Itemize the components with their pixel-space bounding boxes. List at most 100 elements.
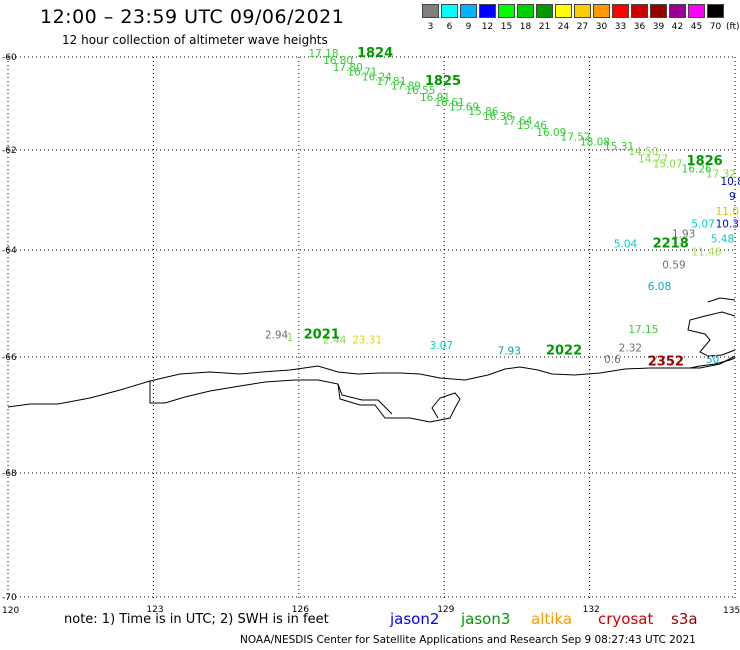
longitude-label: 135 [723,606,740,616]
wave-height-value: 1 [287,332,294,344]
wave-height-value: 17.15 [628,324,658,336]
legend-value: 3 [427,22,434,32]
legend-value: 45 [690,22,703,32]
coastline-inlet [149,379,461,423]
pass-time-label: 1824 [357,46,393,61]
wave-height-value: 15.31 [604,141,634,153]
latitude-label: -60 [2,53,17,63]
credit-line: NOAA/NESDIS Center for Satellite Applica… [240,634,696,646]
legend-swatch [441,4,458,18]
wave-height-value: 16.36 [483,111,513,123]
pass-time-labels: 1824 1825 1826 2218 2021 2022 2352 [304,46,723,370]
coastline-island [687,297,736,357]
wave-height-value: 5.04 [614,239,638,251]
map-subtitle: 12 hour collection of altimeter wave hei… [62,33,328,47]
legend-swatch [422,4,439,18]
longitude-labels: 120 123 126 129 132 135 [2,605,740,616]
wave-height-value: 2.32 [619,343,642,355]
legend-value: 24 [557,22,570,32]
wave-height-value: 5.48 [711,234,734,246]
pass-time-label: 1825 [425,74,461,89]
longitude-label: 132 [583,605,600,615]
legend-swatch [707,4,724,18]
legend-swatch [479,4,496,18]
coastline [7,355,736,408]
legend-swatch [574,4,591,18]
wave-height-value: 14.77 [638,154,668,166]
pass-time-label: 2022 [546,343,582,358]
pass-time-label: 2352 [648,355,684,370]
wave-height-value: 3.07 [430,340,453,352]
legend-swatch [593,4,610,18]
legend-swatch [460,4,477,18]
wave-height-value: 6.08 [648,281,671,293]
wave-height-value: 10.32 [716,219,740,231]
pass-time-label: 2218 [653,237,689,252]
satellite-name: jason3 [461,610,511,628]
legend-value: 9 [465,22,472,32]
wave-height-value: 17.89 [391,81,421,93]
wave-height-value: 9 [729,191,736,203]
wave-height-value: 17.18 [308,48,338,60]
legend-swatch [555,4,572,18]
wave-height-value: 16.71 [347,67,377,79]
longitude-label: 120 [2,606,19,616]
legend-value: 42 [671,22,684,32]
longitude-label: 123 [146,605,163,615]
pass-time-label: 1826 [687,154,723,169]
legend-unit: (ft) [726,22,740,32]
longitude-label: 129 [437,605,454,615]
wave-height-value: 2.44 [323,335,347,347]
wave-height-value: 14.50 [628,146,658,158]
wave-height-value: 16.61 [435,97,465,109]
coastline-headland [337,383,393,415]
legend-swatch [517,4,534,18]
legend-swatch [631,4,648,18]
legend-swatch [650,4,667,18]
pass-time-label: 2021 [304,327,340,342]
latitude-labels: -60 -62 -64 -66 -68 -70 [2,53,17,603]
wave-height-value: 15.86 [468,106,498,118]
wave-height-observations: 17.1816.8017.8016.7116.2417.8117.8916.55… [265,48,740,366]
longitude-label: 126 [292,605,309,615]
wave-height-value: 17.32 [706,169,736,181]
legend-value: 70 [709,22,722,32]
wave-height-value: 17.81 [376,76,406,88]
wave-height-value: 10.8 [720,176,740,188]
wave-height-value: 0.59 [662,260,685,272]
wave-height-value: 16.26 [682,164,712,176]
legend-swatch [669,4,686,18]
wave-height-value: 11.0 [716,206,739,218]
latitude-label: -68 [2,469,17,479]
wave-height-value: 0.6 [604,354,621,366]
wave-height-value: 16.09 [536,127,566,139]
latitude-label: -64 [2,246,17,256]
legend-value: 6 [446,22,453,32]
wave-height-value: 16.80 [323,55,353,67]
latitude-label: -66 [2,353,17,363]
wave-height-value: 11.46 [691,246,721,258]
legend-value: 21 [538,22,551,32]
wave-height-value: 23.31 [352,335,382,347]
satellite-name: s3a [671,610,698,628]
legend-swatch [612,4,629,18]
satellite-name: altika [531,610,573,628]
latitude-label: -70 [2,593,17,603]
wave-height-value: 16.24 [362,71,392,83]
wave-height-value: 50 [706,354,719,366]
wave-height-value: 1.93 [672,229,695,241]
satellite-name: cryosat [598,610,654,628]
wave-height-value: 15.07 [653,159,683,171]
wave-height-value: 17.64 [502,115,532,127]
legend-value: 27 [576,22,589,32]
map-title: 12:00 – 23:59 UTC 09/06/2021 [40,6,345,28]
legend-value: 36 [633,22,646,32]
legend-value: 12 [481,22,494,32]
legend-value: 18 [519,22,532,32]
coastline-east [689,357,736,369]
wave-height-value: 17.80 [333,62,363,74]
legend-value: 15 [500,22,513,32]
legend-value: 30 [595,22,608,32]
legend-value: 39 [652,22,665,32]
